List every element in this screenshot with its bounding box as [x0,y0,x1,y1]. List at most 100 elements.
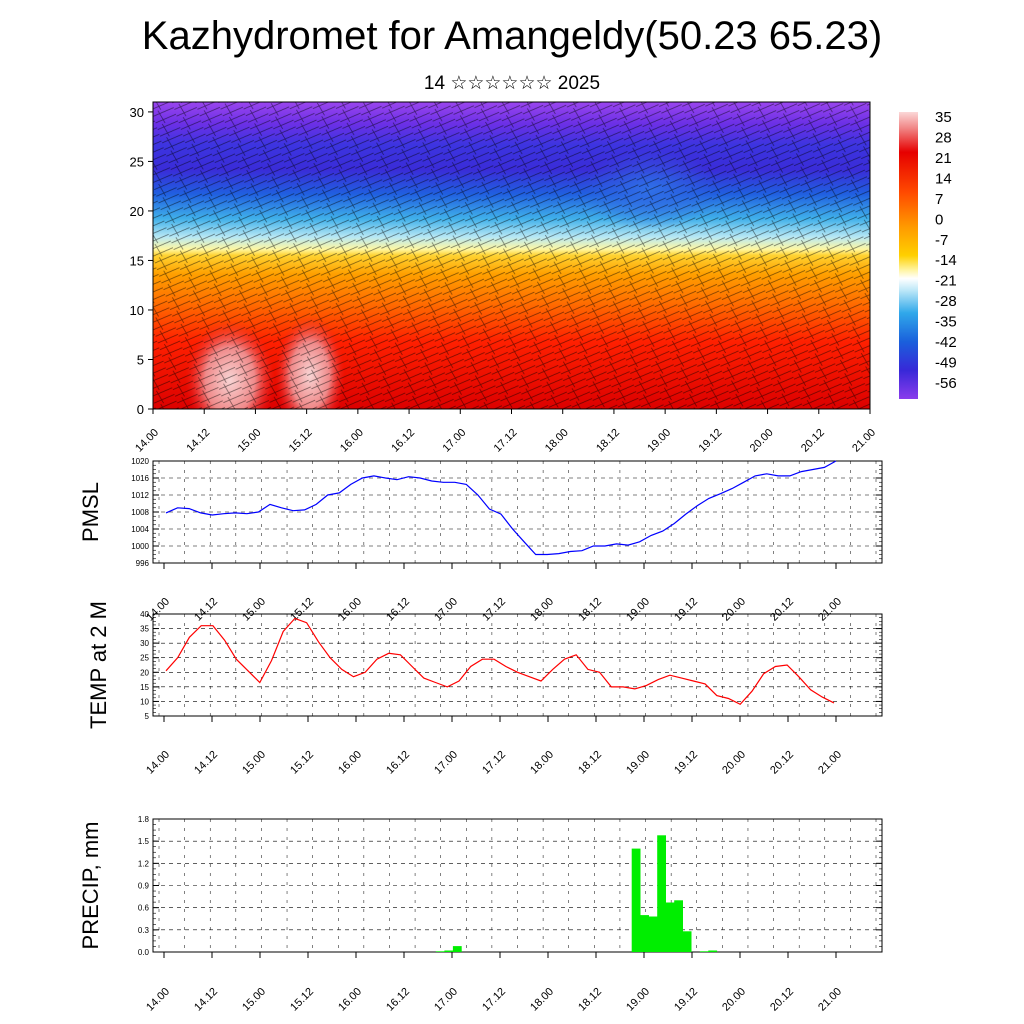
x-tick-label: 14.12 [192,749,220,777]
y-tick-label: 5 [137,352,144,367]
y-tick-label: 0.0 [138,948,150,957]
x-tick-label: 20.00 [720,986,748,1014]
x-tick-label: 18.12 [576,596,604,624]
colorbar-label: 28 [935,129,952,146]
y-tick-label: 1020 [131,457,149,466]
colorbar-label: -14 [935,252,957,269]
x-tick-label: 15.12 [288,986,316,1014]
y-tick-label: 35 [140,625,149,634]
colorbar-label: 21 [935,150,952,167]
x-tick-label: 20.12 [768,986,796,1014]
x-tick-label: 19.00 [624,749,652,777]
chart-subtitle: 14 ☆☆☆☆☆☆ 2025 [423,73,601,94]
colorbar-label: 7 [935,191,943,208]
x-tick-label: 18.12 [576,986,604,1014]
y-tick-label: 1.2 [138,859,150,868]
precip-bar [674,900,683,952]
x-tick-label: 15.00 [240,986,268,1014]
x-tick-label: 14.00 [144,986,172,1014]
colorbar-label: -21 [935,273,957,290]
temp-series-line [165,617,835,706]
precip-bar [631,848,641,952]
x-tick-label: 16.12 [389,427,417,455]
y-tick-label: 20 [140,668,149,677]
x-tick-label: 15.00 [236,427,264,455]
x-tick-label: 20.00 [720,596,748,624]
x-tick-label: 15.00 [240,596,268,624]
y-tick-label: 10 [130,303,144,318]
colorbar-gradient [899,112,918,399]
x-tick-label: 15.12 [288,596,316,624]
x-tick-label: 17.12 [480,986,508,1014]
y-tick-label: 15 [130,253,144,268]
x-tick-label: 19.00 [624,596,652,624]
x-tick-label: 17.00 [432,596,460,624]
x-tick-label: 16.12 [384,596,412,624]
precip-bar [657,835,666,952]
y-tick-label: 996 [136,559,150,568]
y-tick-label: 1012 [131,491,149,500]
x-tick-label: 15.12 [287,427,315,455]
y-tick-label: 20 [130,204,144,219]
precip-bar [640,915,649,952]
y-tick-label: 30 [140,639,149,648]
y-tick-label: 1004 [131,525,149,534]
precip-bar [665,902,675,952]
y-tick-label: 30 [130,105,144,120]
x-tick-label: 21.00 [816,986,844,1014]
y-tick-label: 25 [130,154,144,169]
x-tick-label: 16.00 [336,986,364,1014]
x-tick-label: 17.00 [432,749,460,777]
x-tick-label: 14.12 [192,596,220,624]
x-tick-label: 17.12 [480,596,508,624]
x-tick-label: 17.12 [480,749,508,777]
precip-bar [682,931,692,952]
colorbar-label: -28 [935,293,957,310]
x-tick-label: 18.00 [528,749,556,777]
x-tick-label: 20.12 [768,596,796,624]
precip-bar [699,951,709,952]
y-tick-label: 40 [140,610,149,619]
precip-bar [452,946,462,952]
colorbar-label: -42 [935,334,957,351]
x-tick-label: 20.00 [720,749,748,777]
panel-frame [152,613,883,717]
colorbar-label: -49 [935,355,957,372]
colorbar-label: -35 [935,314,957,331]
x-tick-label: 15.00 [240,749,268,777]
y-tick-label: 0.9 [138,882,150,891]
x-tick-label: 21.00 [850,427,878,455]
x-tick-label: 16.00 [336,749,364,777]
x-tick-label: 16.12 [384,986,412,1014]
x-tick-label: 18.00 [543,427,571,455]
precip-bar [708,950,718,952]
colorbar-label: 14 [935,170,952,187]
y-tick-label: 15 [140,683,149,692]
y-tick-label: 0 [137,402,144,417]
y-tick-label: 1016 [131,474,149,483]
y-tick-label: 1.8 [138,815,150,824]
y-tick-label: 1008 [131,508,149,517]
temperature-cross-section [152,101,871,410]
colorbar-label: 0 [935,211,943,228]
wind-field-overlay [153,102,870,409]
x-tick-label: 14.12 [192,986,220,1014]
precip-bar [435,951,445,952]
x-tick-label: 17.12 [492,427,520,455]
y-tick-label: 10 [140,697,149,706]
x-tick-label: 19.00 [645,427,673,455]
y-tick-label: 0.6 [138,904,150,913]
colorbar-label: -7 [935,232,948,249]
x-tick-label: 17.00 [440,427,468,455]
y-axis-label: TEMP at 2 M [86,601,111,729]
x-tick-label: 18.12 [594,427,622,455]
x-tick-label: 21.00 [816,749,844,777]
x-tick-label: 18.00 [528,596,556,624]
precip-bar [648,916,658,952]
x-tick-label: 19.00 [624,986,652,1014]
x-tick-label: 15.12 [288,749,316,777]
y-tick-label: 1000 [131,542,149,551]
y-axis-label: PRECIP, mm [78,822,103,950]
